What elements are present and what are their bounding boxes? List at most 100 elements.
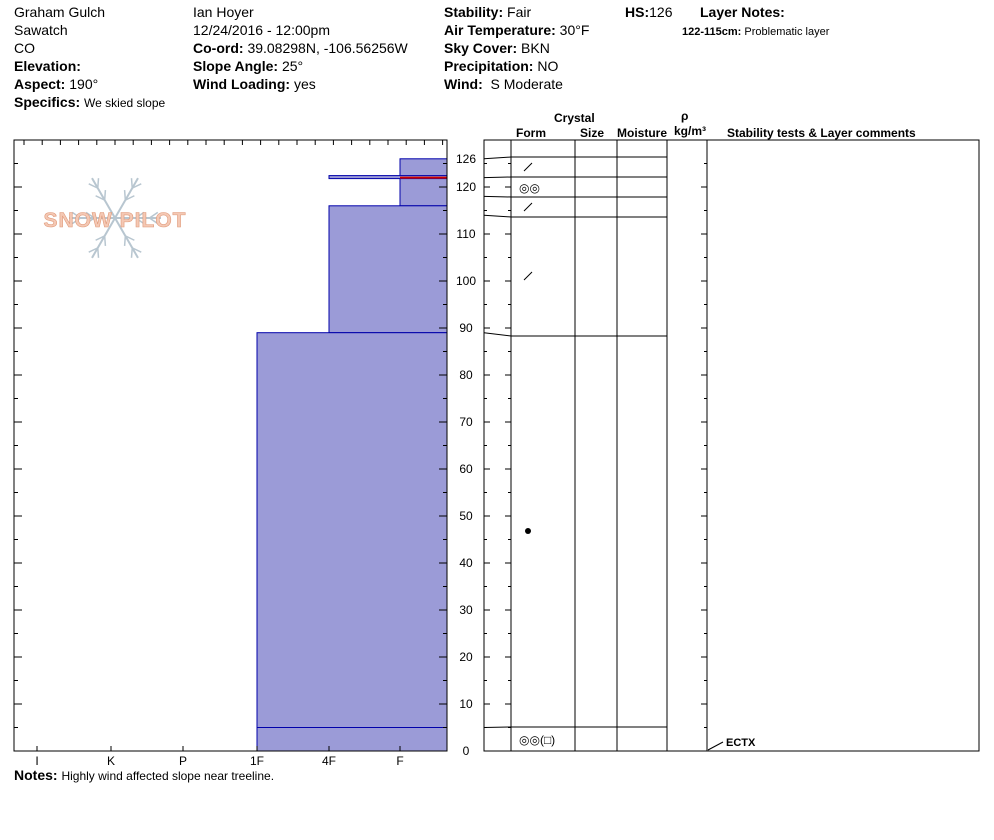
logo-flake-branch [71, 217, 81, 225]
notes: Notes: Highly wind affected slope near t… [14, 767, 274, 784]
wind-loading: Wind Loading: yes [193, 76, 316, 92]
sky-cover: Sky Cover: BKN [444, 40, 550, 56]
logo-text: SNOW PILOT [44, 209, 187, 232]
logo-flake-branch [149, 211, 159, 219]
hardness-tick-label: F [396, 754, 403, 768]
coord-value: 39.08298N, -106.56256W [247, 40, 408, 56]
height-tick-label: 40 [459, 556, 473, 570]
crystal-form-new-snow [523, 202, 533, 212]
logo-flake-branch [88, 183, 99, 189]
location: Graham Gulch [14, 4, 106, 20]
layer-boundary-connector [483, 726, 512, 728]
height-tick-label: 70 [459, 415, 473, 429]
layer-notes-label: Layer Notes: [700, 4, 785, 20]
form-header: Form [516, 126, 546, 140]
logo-flake-branch [123, 190, 127, 201]
slope-label: Slope Angle: [193, 58, 279, 74]
layer-boundary-connector [483, 195, 512, 198]
size-header: Size [580, 126, 605, 140]
notes-value: Highly wind affected slope near treeline… [61, 769, 275, 783]
crystal-form-new-snow [523, 271, 533, 281]
specifics-value: We skied slope [84, 96, 166, 110]
hardness-tick-label: 1F [250, 754, 264, 768]
logo-flake-branch [125, 195, 135, 201]
hardness-tick-label: 4F [322, 754, 336, 768]
wind: Wind: S Moderate [444, 76, 563, 92]
height-tick-label: 126 [456, 152, 476, 166]
logo-flake-branch [95, 235, 105, 241]
logo-flake-branch [135, 211, 145, 219]
observer: Ian Hoyer [193, 4, 254, 20]
logo-flake-branch [125, 235, 135, 241]
rho-header: ρ [681, 109, 689, 123]
coord-label: Co-ord: [193, 40, 244, 56]
windload-label: Wind Loading: [193, 76, 291, 92]
height-tick-label: 60 [459, 462, 473, 476]
layer-note-range: 122-115cm: [682, 26, 742, 38]
precip-value: NO [537, 58, 559, 74]
logo-flake-branch [131, 183, 142, 189]
datetime: 12/24/2016 - 12:00pm [193, 22, 330, 38]
aspect-value: 190° [69, 76, 99, 92]
notes-label: Notes: [14, 767, 58, 783]
hardness-layer [399, 158, 448, 207]
density-unit-header: kg/m³ [674, 124, 707, 138]
crystal-header: Crystal [554, 111, 595, 125]
stability-label: Stability: [444, 4, 504, 20]
coord: Co-ord: 39.08298N, -106.56256W [193, 40, 408, 56]
air-temperature: Air Temperature: 30°F [444, 22, 589, 38]
logo-flake-branch [123, 235, 127, 246]
height-tick-label: 10 [459, 697, 473, 711]
hardness-tick-label: I [35, 754, 38, 768]
height-tick-label: 30 [459, 603, 473, 617]
logo-flake-branch [97, 247, 100, 258]
logo-flake-arm [114, 177, 139, 219]
layer-boundary-connector [483, 156, 512, 160]
logo-flake-branch [103, 235, 107, 246]
logo-flake-arm [91, 177, 116, 219]
layer-boundary-connector [483, 176, 512, 179]
height-tick-label: 120 [456, 180, 476, 194]
aspect: Aspect: 190° [14, 76, 98, 92]
height-tick-label: 0 [463, 744, 470, 758]
layer-boundary-connector [483, 332, 512, 337]
windload-value: yes [293, 76, 316, 92]
hardness-tick-label: K [107, 754, 115, 768]
logo-flake-arm [91, 217, 116, 259]
hs-label: HS: [625, 4, 650, 20]
logo-flake-branch [130, 247, 133, 258]
logo-flake-branch [88, 247, 99, 253]
logo-flake-branch [85, 211, 95, 219]
aspect-label: Aspect: [14, 76, 66, 92]
height-tick-label: 90 [459, 321, 473, 335]
logo-flake-branch [130, 178, 133, 189]
wind-label: Wind: [444, 76, 483, 92]
snowpilot-logo: SNOW PILOT [43, 177, 187, 259]
hardness-layer [256, 332, 448, 752]
specifics: Specifics: We skied slope [14, 94, 165, 111]
height-tick-label: 50 [459, 509, 473, 523]
logo-flake-branch [97, 178, 100, 189]
sky-value: BKN [521, 40, 550, 56]
stability: Stability: Fair [444, 4, 531, 20]
moisture-header: Moisture [617, 126, 668, 140]
precip-label: Precipitation: [444, 58, 534, 74]
height-tick-label: 110 [456, 227, 475, 241]
logo-flake-branch [95, 195, 105, 201]
crystal-form-surface-hoar-pair-facet: ◎◎(□) [519, 733, 555, 747]
hs-value: 126 [649, 4, 673, 20]
comments-header: Stability tests & Layer comments [727, 126, 916, 140]
stability-value: Fair [507, 4, 532, 20]
layer-boundary-connector [483, 214, 512, 218]
slope-value: 25° [281, 58, 304, 74]
layer-table-frame [483, 139, 980, 752]
sky-label: Sky Cover: [444, 40, 518, 56]
logo-flake-branch [103, 190, 107, 201]
logo-flake-branch [71, 211, 81, 219]
crystal-form-new-snow [523, 162, 533, 172]
hs: HS:126 [625, 4, 672, 20]
airtemp-label: Air Temperature: [444, 22, 556, 38]
logo-flake-branch [149, 217, 159, 225]
logo-flake-branch [85, 217, 95, 225]
